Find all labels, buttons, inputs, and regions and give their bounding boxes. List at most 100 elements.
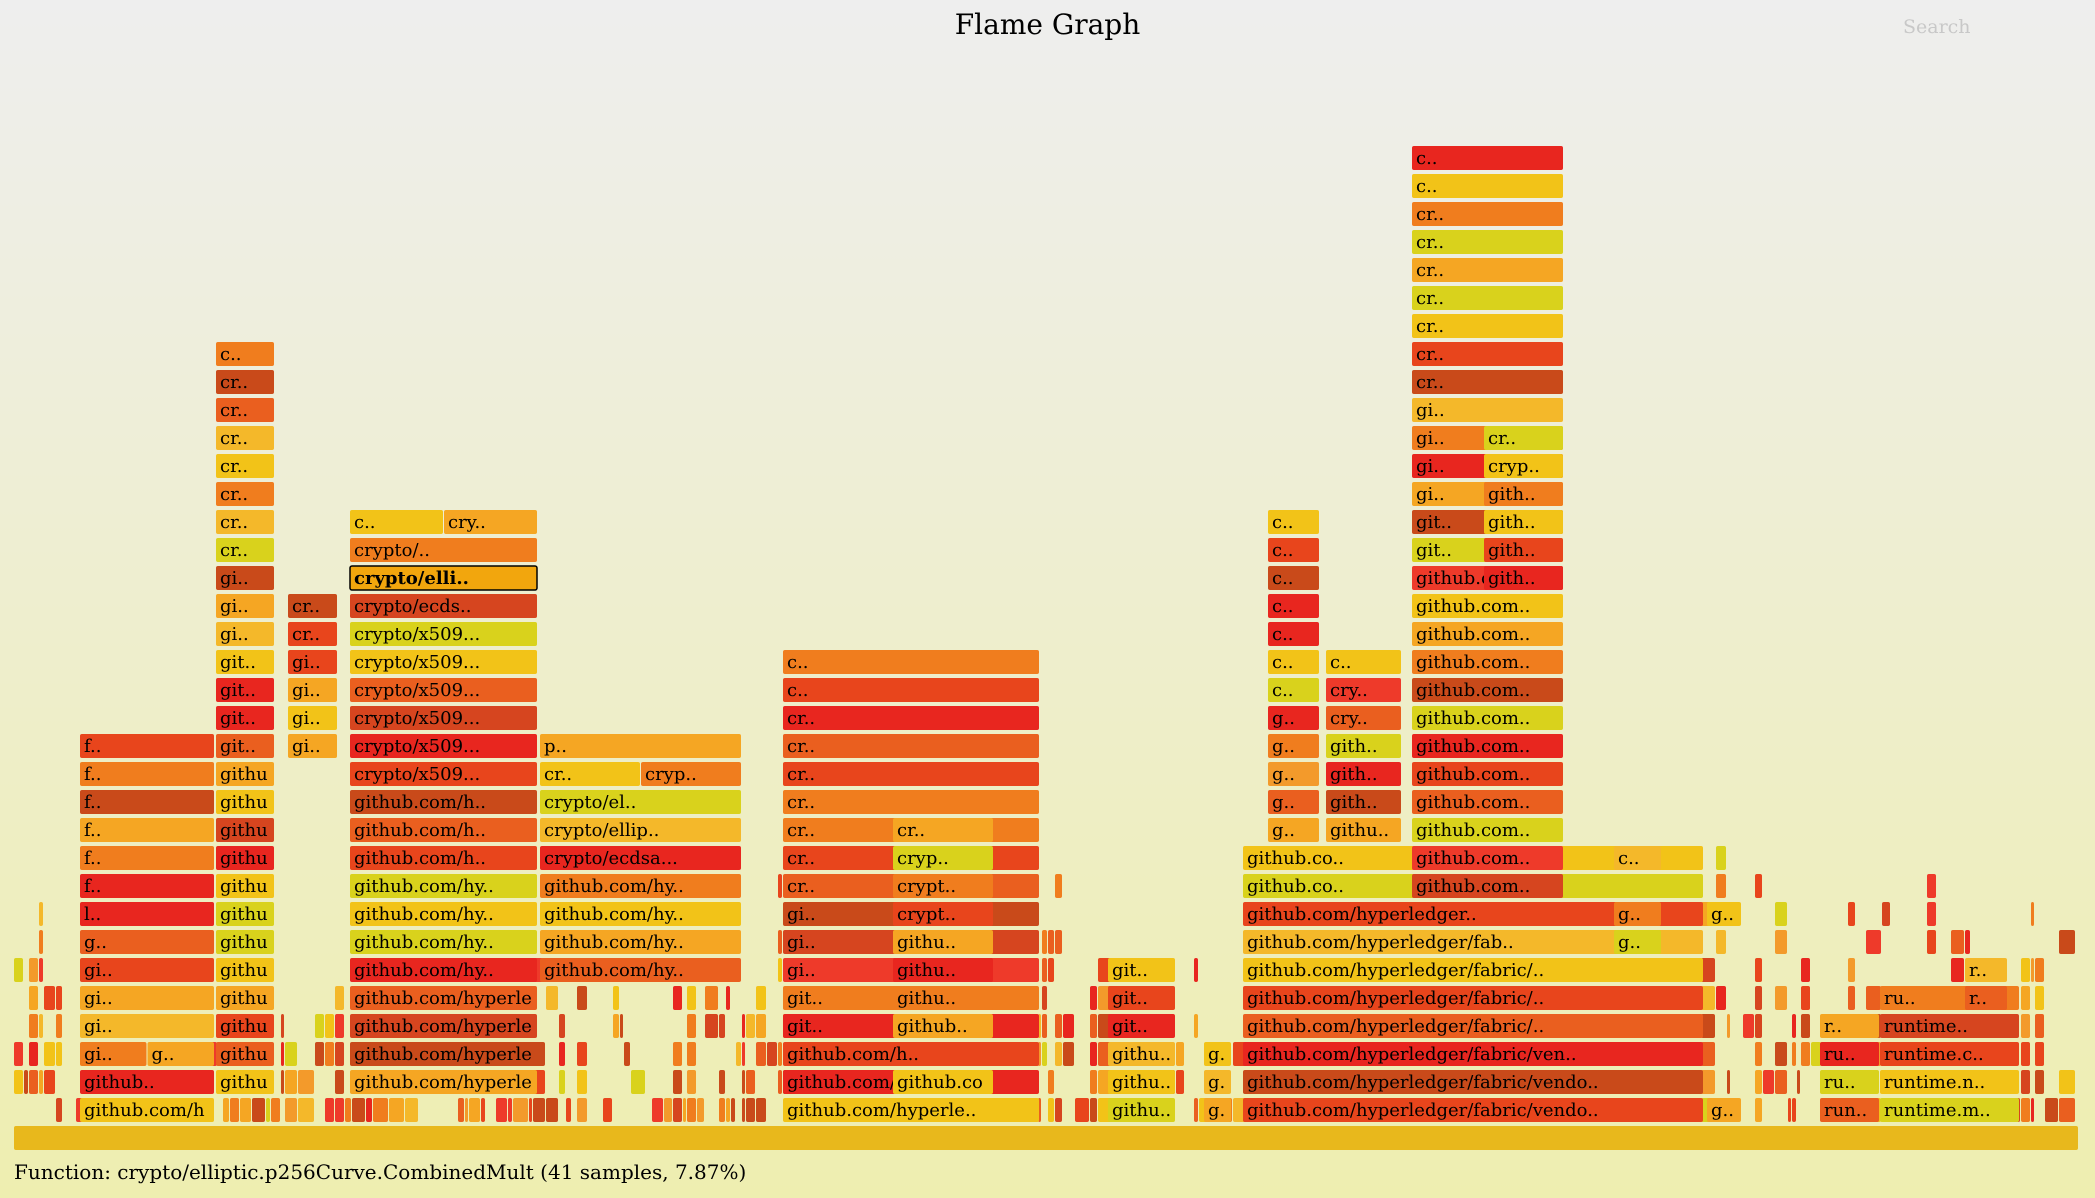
flame-frame-sliver[interactable] [1048,958,1054,982]
flame-frame-sliver[interactable] [1951,930,1964,954]
flame-frame[interactable] [1204,1042,1231,1066]
flame-frame[interactable] [1965,958,2007,982]
flame-frame[interactable] [1243,1070,1703,1094]
flame-frame-sliver[interactable] [1716,846,1726,870]
flame-frame-sliver[interactable] [366,1098,372,1122]
flame-frame[interactable] [1820,1042,1879,1066]
flame-frame[interactable] [1484,566,1563,590]
flame-frame[interactable] [1268,538,1319,562]
flame-frame[interactable] [1243,1014,1703,1038]
flame-frame-sliver[interactable] [687,1014,696,1038]
flame-frame-sliver[interactable] [1882,902,1890,926]
flame-frame-sliver[interactable] [1063,1014,1074,1038]
flame-frame[interactable] [80,762,214,786]
flame-frame[interactable] [80,874,214,898]
flame-frame-sliver[interactable] [1716,930,1726,954]
flame-frame[interactable] [288,706,337,730]
flame-frame-sliver[interactable] [1055,930,1062,954]
flame-frame[interactable] [893,930,993,954]
flame-frame[interactable] [1614,930,1661,954]
flame-frame-sliver[interactable] [1055,874,1062,898]
flame-frame-sliver[interactable] [731,1098,735,1122]
flame-frame[interactable] [216,874,274,898]
flame-frame-sliver[interactable] [1194,1098,1198,1122]
flame-frame[interactable] [1243,1098,1703,1122]
flame-frame[interactable] [1484,510,1563,534]
flame-frame-sliver[interactable] [44,1070,55,1094]
flame-frame-sliver[interactable] [742,1014,745,1038]
flame-frame[interactable] [1412,286,1563,310]
flame-frame-sliver[interactable] [1792,1042,1796,1066]
flame-frame[interactable] [350,678,537,702]
flame-frame-sliver[interactable] [298,1098,314,1122]
flame-frame-sliver[interactable] [325,1098,334,1122]
flame-frame-sliver[interactable] [1727,1070,1730,1094]
flame-frame-sliver[interactable] [1176,1070,1184,1094]
flame-frame[interactable] [1412,594,1563,618]
flame-frame-sliver[interactable] [624,1042,630,1066]
flame-frame-sliver[interactable] [1194,958,1198,982]
flame-frame[interactable] [80,846,214,870]
flame-frame[interactable] [1484,454,1563,478]
flame-frame-sliver[interactable] [756,1014,766,1038]
flame-frame-sliver[interactable] [2021,1098,2030,1122]
flame-frame-sliver[interactable] [577,1070,587,1094]
flame-frame[interactable] [216,846,274,870]
flame-frame-sliver[interactable] [778,930,782,954]
flame-frame[interactable] [540,818,741,842]
flame-frame-sliver[interactable] [566,1098,571,1122]
flame-frame-sliver[interactable] [230,1098,239,1122]
flame-frame-sliver[interactable] [664,1098,672,1122]
flame-frame[interactable] [540,762,640,786]
flame-frame[interactable] [540,846,741,870]
flame-frame-sliver[interactable] [1755,874,1762,898]
flame-frame[interactable] [540,930,741,954]
flame-frame-sliver[interactable] [335,1070,344,1094]
flame-frame[interactable] [216,510,274,534]
flame-frame[interactable] [288,678,337,702]
flame-frame[interactable] [1412,622,1563,646]
flame-frame[interactable] [540,734,741,758]
flame-frame-sliver[interactable] [315,1014,324,1038]
flame-frame-sliver[interactable] [1048,1098,1054,1122]
flame-frame-sliver[interactable] [2059,1098,2075,1122]
flame-frame-sliver[interactable] [2035,1042,2044,1066]
flame-frame-sliver[interactable] [56,1014,62,1038]
flame-frame-sliver[interactable] [513,1098,528,1122]
flame-frame-sliver[interactable] [719,1098,725,1122]
flame-frame[interactable] [350,790,537,814]
flame-frame[interactable] [893,1014,993,1038]
flame-frame-sliver[interactable] [2021,1070,2030,1094]
flame-frame[interactable] [216,398,274,422]
flame-frame-sliver[interactable] [1927,930,1936,954]
flame-frame-sliver[interactable] [335,1014,344,1038]
flame-frame-sliver[interactable] [1701,1014,1715,1038]
flame-frame[interactable] [216,902,274,926]
flame-frame-sliver[interactable] [1801,1042,1810,1066]
flame-frame-sliver[interactable] [746,1070,755,1094]
flame-frame-sliver[interactable] [742,1042,745,1066]
flame-frame[interactable] [893,818,993,842]
flame-frame[interactable] [893,1070,993,1094]
flame-frame-sliver[interactable] [1716,986,1726,1010]
flame-frame[interactable] [1484,538,1563,562]
flame-frame-sliver[interactable] [335,1098,344,1122]
flame-frame-sliver[interactable] [1048,930,1054,954]
flame-frame[interactable] [1108,1098,1175,1122]
flame-frame-sliver[interactable] [559,1014,565,1038]
flame-frame-sliver[interactable] [335,1042,344,1066]
flame-frame[interactable] [350,874,537,898]
flame-frame-sliver[interactable] [767,1042,777,1066]
flame-frame-sliver[interactable] [266,1098,270,1122]
flame-frame[interactable] [216,790,274,814]
flame-frame-sliver[interactable] [1233,1042,1246,1066]
flame-frame-sliver[interactable] [1090,1098,1097,1122]
flame-frame-sliver[interactable] [335,986,344,1010]
flame-frame[interactable] [1412,370,1563,394]
flame-frame[interactable] [783,650,1039,674]
flame-frame[interactable] [1880,1070,2019,1094]
flame-frame-sliver[interactable] [1727,1014,1730,1038]
flame-frame-sliver[interactable] [44,1042,55,1066]
flame-frame-sliver[interactable] [56,1042,62,1066]
flame-frame-sliver[interactable] [746,1014,755,1038]
